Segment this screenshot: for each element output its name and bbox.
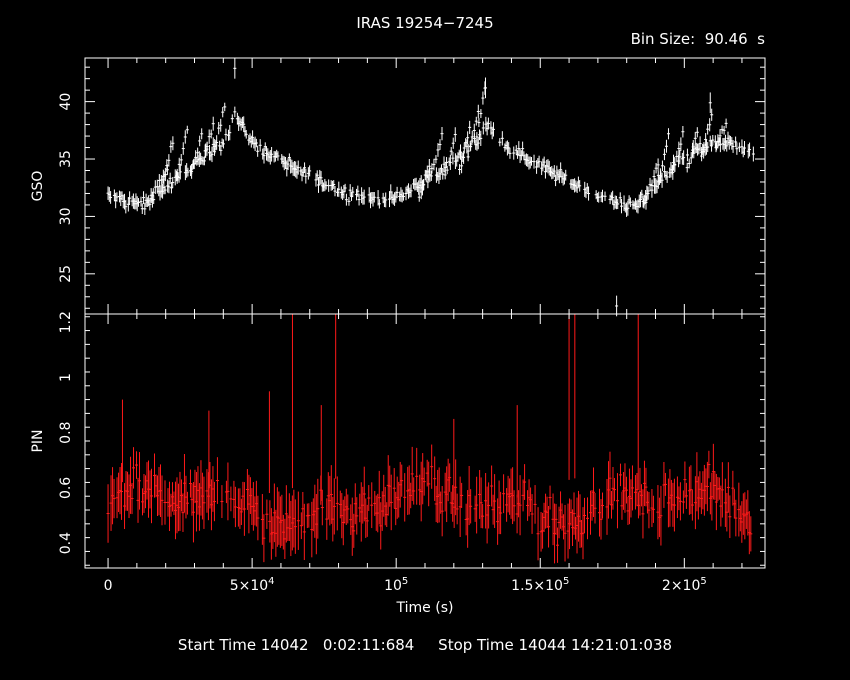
pin-tick-label: 0.4	[58, 532, 74, 554]
gso-data-series	[106, 58, 755, 317]
pin-tick-label: 0.6	[58, 477, 74, 499]
gso-axis-ticks: 25 30 35 40	[58, 58, 765, 314]
x-tick-label: 5×104	[230, 576, 275, 594]
pin-panel-frame	[84, 313, 766, 569]
pin-tick-label: 1	[58, 373, 74, 382]
pin-data-series	[106, 314, 753, 564]
gso-tick-label: 40	[58, 93, 74, 111]
pin-panel: 0 5×104 105 1.5×105 2×105 0.4 0.6 0.8 1 1.2 PIN T…	[30, 311, 766, 616]
pin-axis-label: PIN	[30, 429, 46, 452]
x-tick-label: 0	[104, 578, 113, 594]
x-tick-label: 1.5×105	[511, 576, 569, 594]
x-tick-label: 105	[384, 576, 408, 594]
time-range-footer: Start Time 14042 0:02:11:684 Stop Time 1…	[177, 636, 673, 654]
gso-tick-label: 30	[58, 208, 74, 226]
chart-title: IRAS 19254−7245	[356, 14, 494, 32]
gso-panel-frame	[84, 57, 766, 315]
bin-size-label: Bin Size: 90.46 s	[630, 30, 765, 48]
time-axis-label: Time (s)	[396, 600, 454, 616]
pin-tick-label: 1.2	[58, 311, 74, 333]
gso-tick-label: 25	[58, 265, 74, 283]
x-tick-label: 2×105	[662, 576, 707, 594]
pin-axis-ticks: 0 5×104 105 1.5×105 2×105 0.4 0.6 0.8 1 1.2	[58, 311, 765, 594]
gso-tick-label: 35	[58, 150, 74, 168]
gso-axis-label: GSO	[30, 171, 46, 202]
gso-panel: 25 30 35 40 GSO	[30, 57, 766, 317]
pin-tick-label: 0.8	[58, 422, 74, 444]
